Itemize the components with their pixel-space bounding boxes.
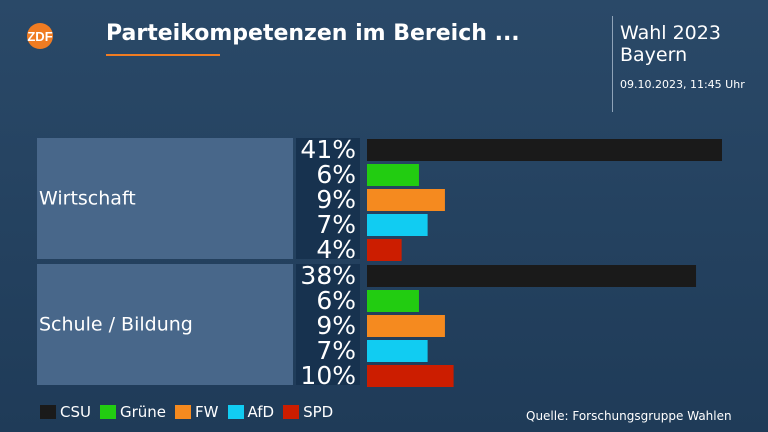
- bar-wirtschaft-fw: [367, 189, 445, 211]
- value-label-wirtschaft-gruene: 6%: [316, 160, 356, 189]
- timestamp: 09.10.2023, 11:45 Uhr: [620, 78, 745, 91]
- category-label-schule-bildung: Schule / Bildung: [39, 314, 193, 336]
- bar-wirtschaft-afd: [367, 214, 428, 236]
- title-underline: [106, 54, 220, 56]
- legend-item-fw: FW: [175, 403, 219, 421]
- value-label-schule-bildung-fw: 9%: [316, 311, 356, 340]
- value-label-schule-bildung-afd: 7%: [316, 336, 356, 365]
- value-label-wirtschaft-csu: 41%: [300, 135, 356, 164]
- category-panel-schule-bildung: [37, 264, 293, 385]
- legend-label-fw: FW: [195, 403, 219, 421]
- value-label-schule-bildung-spd: 10%: [300, 361, 356, 390]
- value-panel-schule-bildung: [296, 264, 360, 385]
- bar-wirtschaft-spd: [367, 239, 402, 261]
- election-name: Wahl 2023: [620, 22, 721, 44]
- value-panel-wirtschaft: [296, 138, 360, 259]
- legend-swatch-afd: [227, 405, 244, 419]
- legend-swatch-gruene: [99, 405, 116, 419]
- legend-label-spd: SPD: [303, 403, 334, 421]
- bar-schule-bildung-spd: [367, 365, 454, 387]
- value-label-schule-bildung-csu: 38%: [300, 261, 356, 290]
- legend-swatch-csu: [40, 405, 56, 419]
- logo-text: ZDF: [27, 29, 52, 44]
- value-label-wirtschaft-fw: 9%: [316, 185, 356, 214]
- zdf-logo: ZDF: [27, 23, 53, 49]
- page-title: Parteikompetenzen im Bereich ...: [106, 21, 520, 46]
- value-label-wirtschaft-spd: 4%: [316, 235, 356, 264]
- legend-label-csu: CSU: [60, 403, 91, 421]
- legend-item-afd: AfD: [227, 403, 275, 421]
- category-panel-wirtschaft: [37, 138, 293, 259]
- source-note: Quelle: Forschungsgruppe Wahlen: [526, 409, 732, 423]
- legend: CSU Grüne FW AfD SPD: [40, 403, 333, 421]
- bar-wirtschaft-csu: [367, 139, 722, 161]
- legend-swatch-fw: [175, 405, 192, 419]
- category-label-wirtschaft: Wirtschaft: [39, 188, 136, 210]
- bar-schule-bildung-csu: [367, 265, 697, 287]
- bar-wirtschaft-gruene: [367, 164, 419, 186]
- value-label-schule-bildung-gruene: 6%: [316, 286, 356, 315]
- legend-item-gruene: Grüne: [99, 403, 167, 421]
- legend-label-afd: AfD: [247, 403, 275, 421]
- bar-schule-bildung-gruene: [367, 290, 419, 312]
- election-info: Wahl 2023 Bayern: [620, 22, 721, 66]
- legend-item-spd: SPD: [283, 403, 333, 421]
- legend-swatch-spd: [283, 405, 300, 419]
- election-region: Bayern: [620, 44, 688, 66]
- bar-schule-bildung-afd: [367, 340, 428, 362]
- value-label-wirtschaft-afd: 7%: [316, 210, 356, 239]
- legend-item-csu: CSU: [40, 403, 91, 421]
- legend-label-gruene: Grüne: [119, 403, 167, 421]
- bar-schule-bildung-fw: [367, 315, 445, 337]
- header-divider: [612, 16, 613, 112]
